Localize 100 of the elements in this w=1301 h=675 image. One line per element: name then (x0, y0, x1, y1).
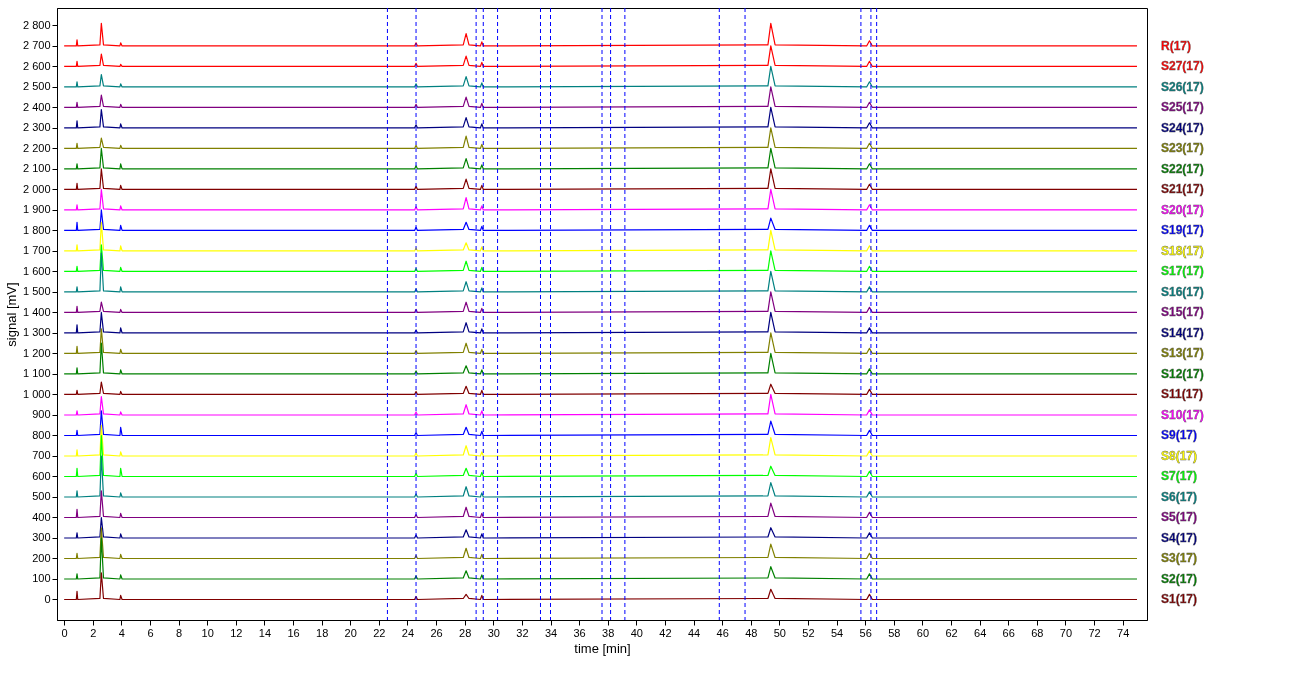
y-tick-label: 800 (32, 428, 51, 441)
x-tick-label: 74 (1117, 626, 1130, 639)
line-series (63, 188, 1138, 211)
x-tick-label: 72 (1088, 626, 1101, 639)
text: S25(17) (1161, 100, 1204, 115)
line-series (63, 291, 1138, 314)
y-tick-label: 0 (44, 593, 51, 605)
text: S27(17) (1161, 59, 1204, 74)
text: S7(17) (1161, 469, 1198, 484)
x-tick-label: 2 (90, 626, 97, 639)
text: R(17) (1161, 38, 1192, 53)
x-tick-label: 22 (373, 626, 386, 639)
text: S20(17) (1161, 202, 1204, 217)
x-tick-label: 66 (1002, 626, 1015, 639)
text: S5(17) (1161, 510, 1198, 525)
y-tick-label: 2 700 (22, 39, 51, 52)
line-series (63, 342, 1138, 375)
line-series (63, 127, 1138, 150)
y-tick-label: 1 200 (22, 346, 51, 359)
text: S1(17) (1161, 592, 1198, 607)
text: S13(17) (1161, 346, 1204, 361)
text: S18(17) (1161, 243, 1204, 258)
y-tick-label: 600 (32, 469, 51, 482)
line-series (63, 455, 1138, 498)
text: S11(17) (1161, 387, 1204, 402)
x-tick-label: 18 (316, 626, 329, 639)
y-tick-label: 2 300 (22, 121, 51, 134)
x-tick-label: 68 (1031, 626, 1044, 639)
y-axis-title: signal [mV] (3, 282, 19, 347)
y-tick-label: 1 300 (22, 326, 51, 339)
y-tick-label: 2 500 (22, 80, 51, 93)
text: S6(17) (1161, 489, 1198, 504)
x-tick-label: 48 (745, 626, 758, 639)
y-tick-label: 1 800 (22, 223, 51, 236)
text: S10(17) (1161, 407, 1204, 422)
x-tick-label: 24 (401, 626, 415, 639)
x-axis-title: time [min] (574, 640, 631, 656)
x-tick-label: 52 (802, 626, 815, 639)
text: S23(17) (1161, 141, 1204, 156)
y-tick-label: 1 500 (22, 285, 51, 298)
line-series (63, 244, 1138, 273)
x-tick-label: 26 (430, 626, 443, 639)
y-tick-label: 2 200 (22, 141, 51, 154)
y-tick-label: 1 000 (22, 387, 51, 400)
y-tick-label: 900 (32, 408, 51, 421)
y-tick-label: 2 600 (22, 59, 51, 72)
line-series (63, 572, 1138, 601)
line-series (63, 168, 1138, 191)
text: S24(17) (1161, 120, 1204, 135)
x-tick-label: 20 (344, 626, 357, 639)
text: S12(17) (1161, 366, 1204, 381)
line-series (63, 252, 1138, 293)
line-series (63, 45, 1138, 68)
text: S22(17) (1161, 161, 1204, 176)
text: S17(17) (1161, 264, 1204, 279)
x-tick-label: 42 (659, 626, 672, 639)
x-tick-label: 64 (974, 626, 987, 639)
x-tick-label: 70 (1059, 626, 1073, 639)
x-tick-label: 16 (287, 626, 300, 639)
x-tick-label: 58 (888, 626, 901, 639)
x-tick-label: 46 (716, 626, 729, 639)
text: S3(17) (1161, 551, 1198, 566)
x-tick-label: 40 (630, 626, 643, 639)
y-tick-label: 500 (32, 490, 51, 503)
y-tick-label: 100 (32, 572, 51, 585)
x-tick-label: 4 (118, 626, 125, 639)
y-tick-label: 1 600 (22, 264, 51, 277)
y-tick-label: 1 900 (22, 203, 51, 216)
text: S2(17) (1161, 571, 1198, 586)
line-series (63, 106, 1138, 129)
line-series (63, 527, 1138, 560)
x-tick-label: 54 (830, 626, 844, 639)
x-tick-label: 34 (544, 626, 558, 639)
x-tick-label: 0 (61, 626, 68, 639)
line-series (63, 381, 1138, 396)
line-series (63, 311, 1138, 334)
y-tick-label: 2 100 (22, 162, 51, 175)
text: S16(17) (1161, 284, 1204, 299)
x-tick-label: 50 (773, 626, 786, 639)
y-tick-label: 300 (32, 531, 51, 544)
x-tick-label: 28 (459, 626, 472, 639)
text: S21(17) (1161, 182, 1204, 197)
x-tick-label: 38 (602, 626, 615, 639)
y-tick-label: 1 400 (22, 305, 51, 318)
text: S14(17) (1161, 325, 1204, 340)
x-tick-label: 14 (258, 626, 272, 639)
y-tick-label: 2 400 (22, 100, 51, 113)
y-tick-label: 1 100 (22, 367, 51, 380)
x-tick-label: 6 (147, 626, 154, 639)
line-series (63, 147, 1138, 170)
x-tick-label: 44 (687, 626, 701, 639)
line-series (63, 328, 1138, 355)
line-series (63, 22, 1138, 47)
line-series (63, 86, 1138, 109)
line-series (63, 65, 1138, 88)
x-tick-label: 62 (945, 626, 958, 639)
x-tick-label: 12 (230, 626, 243, 639)
line-series (63, 221, 1138, 252)
y-tick-label: 400 (32, 510, 51, 523)
line-series (63, 393, 1138, 416)
